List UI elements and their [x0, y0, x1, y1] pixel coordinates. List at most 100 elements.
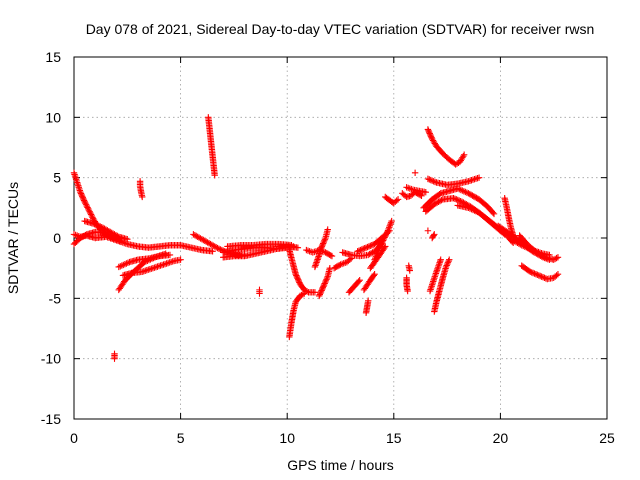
series-t17	[286, 290, 308, 341]
data-point	[377, 241, 385, 248]
data-point	[85, 205, 92, 213]
data-point	[490, 210, 498, 218]
data-point	[293, 272, 300, 279]
data-point	[454, 185, 461, 192]
data-point	[317, 289, 324, 297]
data-point	[166, 251, 174, 259]
data-point	[422, 188, 429, 196]
x-axis: 0 5 10 15 20 25	[70, 57, 615, 446]
data-point	[123, 260, 130, 267]
data-point	[362, 244, 370, 251]
data-point	[355, 278, 362, 285]
data-point	[81, 198, 88, 205]
data-point	[121, 261, 129, 268]
data-point	[107, 233, 115, 241]
series-t06	[115, 251, 174, 271]
series-t38	[422, 194, 508, 238]
series-t26	[371, 217, 395, 263]
data-point	[386, 227, 393, 234]
data-point	[79, 194, 87, 201]
data-point	[78, 191, 85, 199]
series-t14	[224, 240, 295, 250]
data-point	[462, 188, 469, 196]
data-point	[320, 281, 328, 289]
data-point	[89, 214, 96, 221]
series-t03	[70, 228, 125, 248]
series-t10	[205, 114, 218, 179]
data-point	[394, 196, 402, 203]
data-point	[82, 201, 90, 208]
series-t34	[411, 169, 419, 177]
data-point	[323, 274, 331, 282]
data-point	[317, 288, 325, 295]
data-point	[80, 195, 87, 203]
data-point	[411, 169, 419, 177]
x-tick-label: 10	[279, 430, 295, 446]
data-point	[429, 233, 437, 240]
data-point	[82, 231, 89, 239]
series-t24	[360, 271, 378, 294]
data-point	[355, 247, 363, 254]
data-point	[531, 270, 538, 277]
data-point	[110, 235, 117, 242]
series-t33	[405, 262, 413, 274]
data-point	[320, 238, 327, 246]
data-point	[437, 256, 444, 263]
data-point	[535, 272, 542, 279]
data-point	[371, 271, 378, 278]
data-point	[293, 273, 301, 281]
data-point	[489, 209, 497, 216]
data-point	[124, 259, 132, 267]
data-point	[114, 232, 121, 240]
data-point	[457, 186, 465, 194]
series-t47	[516, 232, 562, 263]
data-point	[357, 246, 364, 254]
series-t42	[428, 231, 438, 242]
data-point	[438, 196, 445, 204]
data-point	[536, 272, 544, 280]
data-point	[534, 271, 541, 279]
data-point	[446, 256, 453, 263]
data-point	[430, 178, 437, 185]
series-t04	[81, 217, 131, 243]
data-point	[553, 272, 560, 279]
series-t27	[354, 227, 393, 255]
y-tick-label: 5	[53, 170, 61, 186]
series-t44	[501, 194, 517, 239]
data-point	[288, 242, 295, 249]
chart-title: Day 078 of 2021, Sidereal Day-to-day VTE…	[86, 21, 595, 37]
data-point	[361, 245, 368, 252]
y-tick-label: -5	[49, 290, 62, 306]
data-point	[84, 204, 91, 211]
data-point	[538, 273, 545, 280]
data-point	[322, 278, 329, 286]
data-point	[321, 236, 329, 243]
data-point	[454, 196, 461, 204]
data-point	[109, 234, 116, 242]
data-point	[321, 280, 328, 287]
data-point	[387, 219, 395, 226]
data-point	[456, 186, 463, 193]
data-point	[115, 263, 122, 271]
data-point	[468, 206, 475, 213]
data-point	[426, 130, 433, 137]
series-t40	[431, 256, 453, 315]
data-point	[527, 268, 534, 275]
data-point	[323, 276, 330, 283]
data-point	[94, 222, 101, 229]
data-point	[360, 245, 367, 253]
data-point	[424, 126, 432, 133]
series-t19	[311, 226, 331, 271]
series-t32	[403, 274, 411, 295]
data-point	[319, 241, 326, 249]
data-point	[551, 255, 559, 263]
data-point	[117, 263, 124, 270]
data-point	[426, 176, 433, 183]
data-point	[460, 151, 468, 158]
data-point	[311, 289, 319, 296]
data-point	[86, 208, 93, 215]
data-point	[217, 246, 224, 253]
data-point	[77, 188, 84, 196]
data-point	[80, 197, 88, 204]
x-tick-label: 15	[386, 430, 402, 446]
